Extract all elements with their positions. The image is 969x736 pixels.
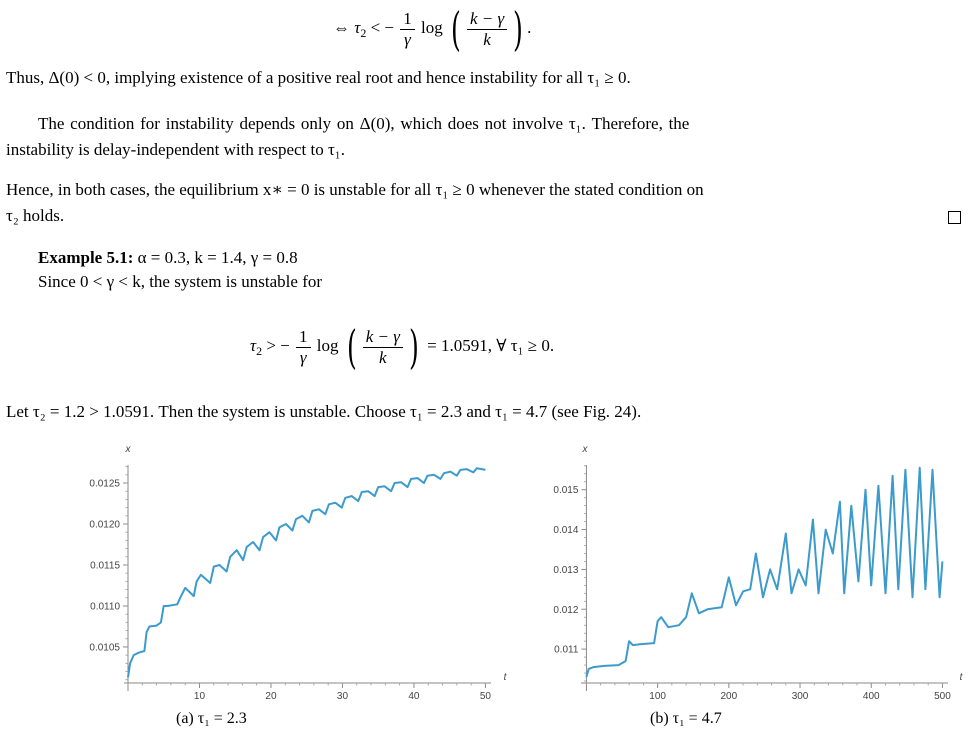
series-line [127, 467, 486, 678]
y-tick-label: 0.014 [553, 525, 578, 536]
example-params: α = 0.3, k = 1.4, γ = 0.8 [137, 248, 298, 267]
x-axis-label: t [960, 672, 964, 683]
x-tick-label: 20 [265, 691, 277, 702]
eq2-tau: τ [250, 336, 257, 355]
frac-num: 1 [296, 327, 311, 348]
x-tick-label: 500 [934, 691, 951, 702]
frac-den: k [483, 29, 491, 49]
x-tick-label: 400 [863, 691, 880, 702]
eq-top-log: log [421, 18, 443, 37]
x-tick-label: 100 [649, 691, 666, 702]
example-title: Example 5.1: [38, 248, 134, 267]
period: . [527, 18, 532, 37]
eq-top-lhs: ⇔ τ [333, 18, 361, 37]
equation-example: τ2 > − 1 γ log ( k − γ k ) = 1.0591, ∀ τ… [250, 322, 554, 370]
paragraph-hence-line1: Hence, in both cases, the equilibrium x∗… [6, 180, 704, 199]
y-tick-label: 0.013 [553, 565, 578, 576]
eq2-rel: > − [262, 336, 290, 355]
equation-top: ⇔ τ2 < − 1 γ log ( k − γ k ). [333, 4, 531, 52]
frac-num: k − γ [466, 9, 508, 30]
eq2-log: log [316, 336, 339, 355]
y-tick-label: 0.0105 [89, 642, 120, 653]
y-tick-label: 0.011 [554, 645, 579, 656]
y-tick-label: 0.0120 [89, 520, 120, 531]
frac-num: k − γ [362, 327, 403, 348]
x-tick-label: 40 [408, 691, 420, 702]
example-since: Since 0 < γ < k, the system is unstable … [38, 272, 323, 291]
y-axis-label: x [125, 444, 132, 455]
y-tick-label: 0.0115 [90, 560, 120, 571]
paragraph-hence-line2: τ₂ holds. [6, 206, 65, 225]
eq2-frac-coef: 1 γ [296, 327, 311, 368]
y-tick-label: 0.0110 [90, 601, 120, 612]
frac-den: γ [299, 347, 307, 367]
y-tick-label: 0.015 [553, 485, 578, 496]
eq-top-frac-arg: k − γ k [466, 9, 508, 50]
example-heading: Example 5.1: α = 0.3, k = 1.4, γ = 0.8 [38, 248, 298, 268]
x-tick-label: 200 [720, 691, 737, 702]
caption-a: (a) τ₁ = 2.3 [176, 710, 247, 727]
paragraph-condition-line1: The condition for instability depends on… [38, 114, 690, 133]
x-tick-label: 10 [194, 691, 206, 702]
eq-top-sub: 2 [360, 26, 367, 40]
eq2-frac-arg: k − γ k [362, 327, 403, 368]
paragraph-let: Let τ₂ = 1.2 > 1.0591. Then the system i… [6, 402, 642, 421]
right-paren: ) [513, 2, 524, 57]
y-axis-label: x [582, 444, 589, 455]
frac-num: 1 [400, 9, 415, 30]
x-tick-label: 300 [792, 691, 809, 702]
qed-box [948, 211, 961, 224]
eq-top-frac-coef: 1 γ [400, 9, 415, 50]
eq-top-rel: < − [366, 18, 395, 37]
y-tick-label: 0.012 [553, 605, 578, 616]
x-tick-label: 50 [480, 691, 492, 702]
x-axis-label: t [504, 672, 508, 683]
series-line [585, 466, 944, 678]
x-tick-label: 30 [337, 691, 349, 702]
frac-den: k [379, 347, 387, 367]
left-paren: ( [451, 2, 461, 57]
frac-den: γ [404, 29, 411, 49]
y-tick-label: 0.0125 [89, 479, 120, 490]
caption-b: (b) τ₁ = 4.7 [650, 710, 722, 727]
paragraph-thus: Thus, Δ(0) < 0, implying existence of a … [6, 68, 631, 87]
right-paren: ) [408, 320, 419, 375]
paragraph-condition-line2: instability is delay-independent with re… [6, 140, 345, 159]
eq2-sub: 2 [256, 344, 263, 358]
eq2-value: = 1.0591, ∀ τ₁ ≥ 0. [422, 336, 555, 355]
left-paren: ( [346, 320, 357, 375]
